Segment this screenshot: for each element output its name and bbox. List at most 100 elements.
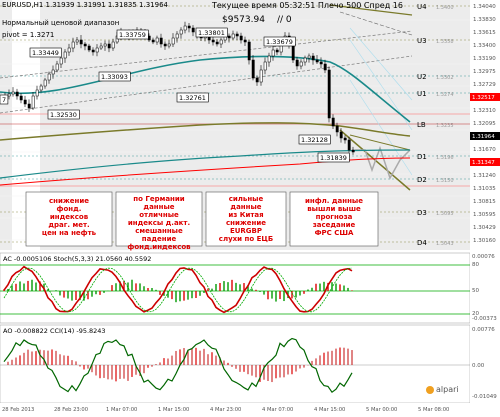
price-label-text: 1.32530: [50, 111, 77, 119]
alpari-logo-icon: [426, 385, 434, 394]
level-value: 1.3358: [436, 39, 454, 45]
candle-bear: [339, 131, 343, 139]
level-label-d1: D1: [417, 153, 427, 161]
price-label-text: 1.31839: [320, 154, 347, 162]
candle-bull: [55, 63, 59, 71]
candle-bull: [31, 95, 35, 109]
candle-bear: [327, 69, 331, 119]
price-label-box: [195, 27, 228, 38]
candle-bull: [75, 39, 79, 43]
candle-bear: [191, 27, 195, 33]
price-annotations: 1.33449 1.33759 1.33801 1.33679 1.33093 1.327…: [0, 27, 350, 163]
price-axis[interactable]: [470, 0, 500, 403]
ma-teal-lower: [0, 149, 411, 179]
candle-bull: [303, 57, 307, 63]
candle-bull: [259, 69, 263, 83]
ac-axis-tick: 50: [472, 288, 479, 294]
indicator-title: Нормальный ценовой диапазон: [2, 19, 120, 27]
candle-bear: [315, 59, 319, 63]
time-axis: [0, 403, 500, 413]
price-axis-tick: 1.33190: [473, 56, 496, 62]
candle-bull: [11, 91, 15, 95]
candle-bear: [243, 39, 247, 43]
price-axis-tick: 1.30815: [473, 199, 496, 205]
level-value: 1.3150: [436, 178, 454, 184]
price-highlight-box: [470, 132, 500, 140]
ac-stoch-panel[interactable]: [0, 252, 471, 324]
ma-teal: [0, 55, 411, 123]
balance-suffix: // 0: [277, 15, 292, 25]
candle-bear: [159, 37, 163, 45]
candle-bear: [235, 33, 239, 37]
trend-line-top: [339, 11, 413, 36]
news-text-1: снижение фонд. индексов драг. мет. цен н…: [41, 197, 97, 237]
candle-bear: [27, 103, 31, 109]
price-candles[interactable]: [3, 21, 355, 155]
price-label-box: [176, 92, 209, 103]
level-labels: U4 1.3400 U3 1.3358 U2 1.3302 U1 1.3274 LB 1.3235…: [417, 3, 454, 247]
price-axis-tick: 1.34040: [473, 4, 496, 10]
time-axis-labels: 28 Feb 2013 28 Feb 23:00 1 Mar 07:00 1 Mar …: [2, 407, 449, 413]
candle-bull: [35, 89, 39, 97]
price-label-box: [298, 134, 331, 145]
price-label-box: [263, 36, 296, 47]
price-label-text: 1.33679: [266, 38, 293, 46]
candle-bull: [103, 43, 107, 47]
ac-stoch-content: [0, 264, 470, 315]
candle-bear: [83, 43, 87, 47]
level-label-u2: U2: [417, 73, 427, 81]
time-axis-tick: 28 Feb 2013: [2, 407, 34, 413]
session-band: [0, 0, 12, 250]
candle-bull: [111, 41, 115, 49]
news-box: [25, 191, 113, 247]
level-label-d4: D4: [417, 239, 427, 247]
price-axis-tick: 1.33615: [473, 30, 496, 36]
ao-cci-panel[interactable]: [0, 324, 471, 404]
level-label-u4: U4: [417, 3, 427, 11]
time-axis-tick: 5 Mar 08:00: [418, 407, 449, 413]
candle-bull: [179, 29, 183, 35]
candle-bear: [151, 39, 155, 43]
candle-bear: [291, 43, 295, 61]
candle-bear: [215, 41, 219, 45]
candle-bear: [247, 41, 251, 61]
candle-bear: [335, 125, 339, 133]
candle-bear: [295, 59, 299, 67]
level-value: 1.3302: [436, 75, 454, 81]
time-axis-tick: 4 Mar 07:00: [262, 407, 293, 413]
price-axis-tick: 1.31035: [473, 186, 496, 192]
ac-panel-title: AC -0.0005106 Stoch(5,3,3) 21.0560 40.55…: [3, 255, 152, 263]
news-text-3: сильные данные из Китая снижение EURGBP …: [218, 195, 274, 243]
candle-bear: [331, 117, 335, 127]
level-value: 1.3095: [436, 211, 454, 217]
stoch-main-line: [3, 265, 353, 314]
candle-bear: [323, 63, 327, 71]
price-axis-tick: 1.30160: [473, 238, 496, 244]
price-axis-tick: 1.30429: [473, 225, 496, 231]
price-label-text: 1.33449: [32, 49, 59, 57]
price-label-text: 1.32128: [301, 136, 328, 144]
price-highlight-box: [470, 158, 500, 166]
price-axis-tick: 1.33830: [473, 17, 496, 23]
level-label-u1: U1: [417, 90, 427, 98]
price-axis-tick: 1.31670: [473, 147, 496, 153]
price-label-box: [116, 29, 149, 40]
candle-bull: [71, 41, 75, 49]
ao-axis-tick: 0.00: [472, 363, 485, 369]
ac-axis-tick: 0.00076: [472, 254, 495, 260]
candle-bear: [255, 77, 259, 83]
candle-bull: [99, 45, 103, 49]
price-label-text: 1.32761: [179, 94, 206, 102]
level-label-lb: LB: [417, 121, 426, 129]
cci-line: [3, 337, 353, 394]
level-value: 1.3274: [436, 92, 454, 98]
time-axis-tick: 28 Feb 23:00: [54, 407, 88, 413]
candle-bear: [311, 55, 315, 61]
price-axis-tick: 1.32095: [473, 121, 496, 127]
candle-bull: [95, 47, 99, 53]
price-label-text: 7: [2, 96, 6, 104]
stoch-signal-line: [3, 267, 353, 313]
candle-bull: [307, 55, 311, 59]
